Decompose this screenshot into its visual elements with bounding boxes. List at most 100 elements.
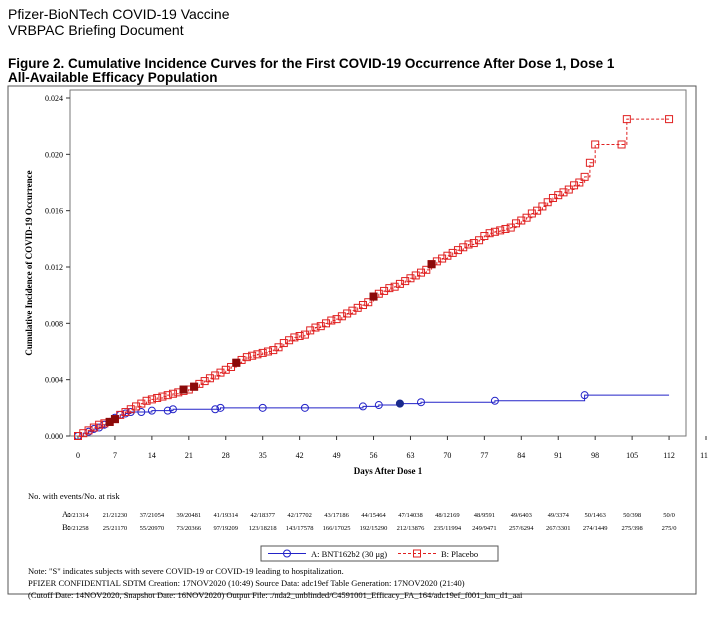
data-point-circle — [300, 403, 309, 412]
data-point-square — [168, 389, 177, 398]
data-point-square — [575, 178, 584, 187]
data-point-square — [322, 319, 331, 328]
data-point-square — [137, 399, 146, 408]
data-point-circle — [358, 402, 367, 411]
data-point-square — [364, 298, 373, 307]
data-point-square — [543, 198, 552, 207]
plot-area — [69, 89, 687, 437]
data-point-square — [380, 286, 389, 295]
data-point-square — [290, 333, 299, 342]
data-point-square — [406, 274, 415, 283]
data-point-circle — [417, 398, 426, 407]
x-tick-label: 21 — [185, 451, 193, 460]
y-tick-label: 0.016 — [45, 207, 63, 216]
data-point-square — [311, 323, 320, 332]
data-point-square — [358, 301, 367, 310]
data-point-square — [390, 282, 399, 291]
at-risk-value: 274/1449 — [583, 525, 608, 532]
data-point-square — [343, 309, 352, 318]
at-risk-row-label: B: — [62, 522, 70, 532]
x-tick-label: 49 — [333, 451, 341, 460]
data-point-square — [422, 265, 431, 274]
at-risk-value: 48/9591 — [474, 512, 495, 519]
data-point-square — [512, 219, 521, 228]
x-tick-label: 35 — [259, 451, 267, 460]
data-point-square — [417, 268, 426, 277]
severe-point — [369, 292, 378, 301]
data-point-square — [570, 181, 579, 190]
y-tick-label: 0.012 — [45, 263, 63, 272]
figure-subtitle: All-Available Efficacy Population — [8, 70, 218, 85]
y-axis-label: Cumulative Incidence of COVID-19 Occurre… — [24, 170, 34, 355]
data-point-square — [274, 343, 283, 352]
y-tick-label: 0.024 — [45, 94, 63, 103]
data-point-square — [554, 191, 563, 200]
data-point-circle — [490, 396, 499, 405]
data-point-square — [79, 429, 88, 438]
x-tick-label: 112 — [663, 451, 675, 460]
data-point-square — [306, 326, 315, 335]
data-point-square — [200, 377, 209, 386]
at-risk-row-label: A: — [62, 509, 71, 519]
at-risk-value: 235/11994 — [434, 525, 462, 532]
data-point-square — [269, 346, 278, 355]
data-point-circle — [258, 403, 267, 412]
data-point-square — [448, 248, 457, 257]
severe-point — [190, 382, 199, 391]
data-point-square — [580, 172, 589, 181]
data-point-square — [221, 365, 230, 374]
document-title: Pfizer-BioNTech COVID-19 Vaccine — [8, 6, 230, 22]
data-point-square — [665, 115, 674, 124]
data-point-square — [153, 393, 162, 402]
x-tick-label: 0 — [76, 451, 80, 460]
data-point-square — [337, 312, 346, 321]
data-point-square — [591, 140, 600, 149]
data-point-square — [353, 303, 362, 312]
x-tick-label: 14 — [148, 451, 156, 460]
data-point-square — [395, 279, 404, 288]
data-point-circle — [168, 405, 177, 414]
at-risk-value: 39/20481 — [177, 512, 202, 519]
at-risk-caption: No. with events/No. at risk — [28, 491, 120, 501]
data-point-square — [300, 330, 309, 339]
data-point-square — [158, 392, 167, 401]
at-risk-value: 37/21054 — [140, 512, 165, 519]
at-risk-value: 50/1463 — [585, 512, 606, 519]
note-line-2: PFIZER CONFIDENTIAL SDTM Creation: 17NOV… — [28, 578, 465, 588]
data-point-square — [564, 185, 573, 194]
x-tick-label: 98 — [591, 451, 599, 460]
series-line-bnt162b2 — [78, 394, 670, 437]
x-axis-label: Days After Dose 1 — [354, 466, 423, 476]
data-point-square — [469, 239, 478, 248]
at-risk-value: 123/18218 — [249, 525, 277, 532]
severe-point — [427, 260, 436, 269]
data-point-square — [585, 158, 594, 167]
note-line-1: Note: "S" indicates subjects with severe… — [28, 566, 344, 576]
x-tick-label: 91 — [554, 451, 562, 460]
data-point-square — [242, 353, 251, 362]
data-point-square — [459, 243, 468, 252]
x-tick-label: 77 — [480, 451, 488, 460]
x-tick-label: 105 — [626, 451, 638, 460]
at-risk-value: 42/17702 — [287, 512, 312, 519]
series-line-placebo — [78, 118, 670, 437]
data-point-square — [490, 227, 499, 236]
x-tick-label: 70 — [443, 451, 451, 460]
data-point-square — [559, 188, 568, 197]
data-point-square — [263, 347, 272, 356]
legend: A: BNT162b2 (30 μg) B: Placebo — [268, 549, 478, 559]
y-tick-label: 0.020 — [45, 150, 63, 159]
data-point-square — [126, 405, 135, 414]
document-subtitle: VRBPAC Briefing Document — [8, 22, 184, 38]
data-point-square — [501, 224, 510, 233]
data-point-square — [285, 336, 294, 345]
data-point-square — [147, 395, 156, 404]
severe-point — [105, 417, 114, 426]
data-point-square — [401, 277, 410, 286]
at-risk-value: 47/14038 — [398, 512, 423, 519]
data-point-square — [89, 423, 98, 432]
data-point-square — [279, 339, 288, 348]
y-tick-label: 0.000 — [45, 432, 63, 441]
data-point-square — [142, 396, 151, 405]
